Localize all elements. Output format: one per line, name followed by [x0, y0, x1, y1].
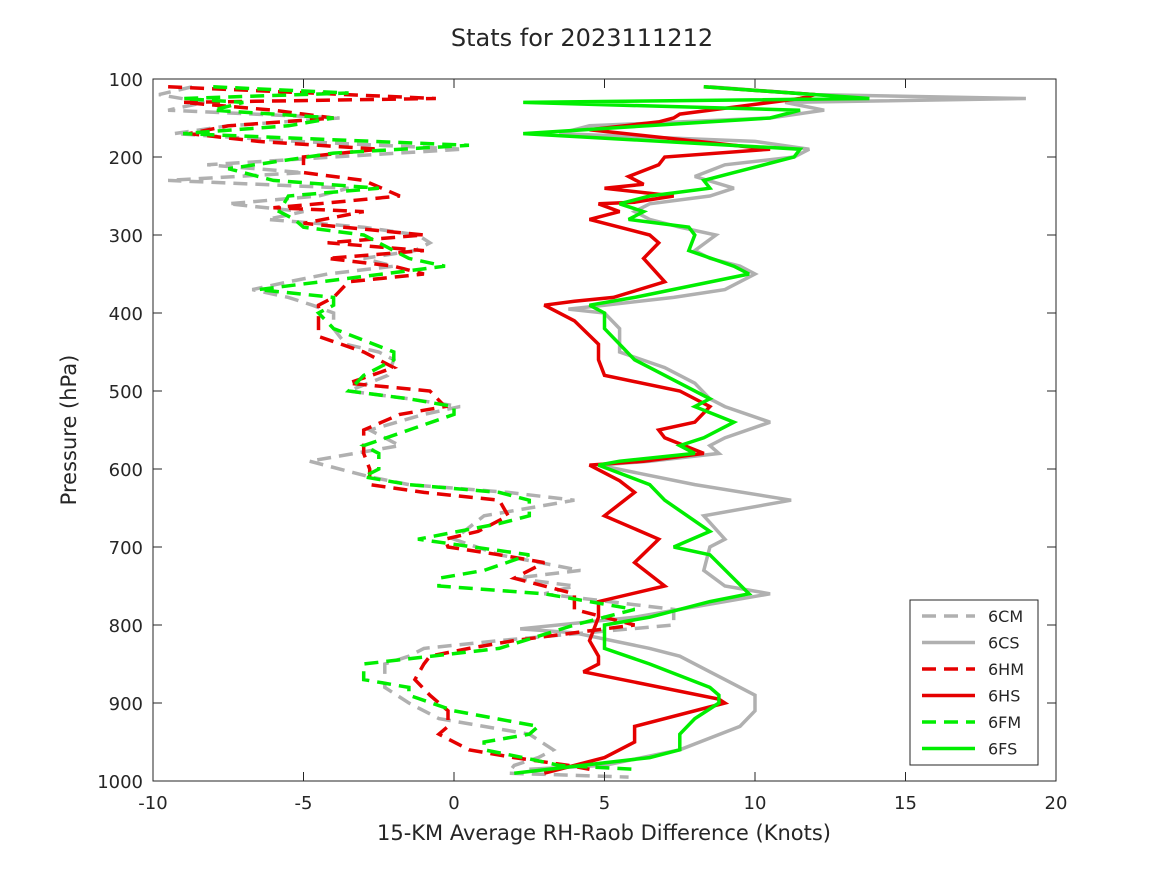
y-axis: 100 200 300 400 500 600 700 800 900 1000 — [97, 70, 1056, 793]
chart-title: Stats for 2023111212 — [451, 24, 713, 52]
legend-box — [909, 599, 1039, 766]
y-tick-label: 600 — [109, 460, 143, 481]
x-tick-label: 0 — [448, 793, 459, 814]
y-tick-label: 800 — [109, 616, 143, 637]
series-layer — [158, 85, 1026, 779]
y-tick-label: 1000 — [97, 772, 143, 793]
legend-label: 6FM — [988, 713, 1021, 732]
series-line-6cs — [520, 85, 1026, 772]
legend-label: 6FS — [988, 740, 1017, 759]
x-tick-label: 15 — [894, 793, 917, 814]
x-tick-label: -10 — [138, 793, 167, 814]
x-tick-label: 20 — [1045, 793, 1068, 814]
legend-label: 6CS — [988, 634, 1020, 653]
y-tick-label: 100 — [109, 70, 143, 91]
y-tick-label: 900 — [109, 694, 143, 715]
x-axis: -10 -5 0 5 10 15 20 — [138, 79, 1067, 814]
y-tick-label: 400 — [109, 304, 143, 325]
y-tick-label: 300 — [109, 226, 143, 247]
x-tick-label: -5 — [295, 793, 313, 814]
legend: 6CM 6CS 6HM 6HS 6FM 6FS — [909, 599, 1039, 766]
y-tick-label: 200 — [109, 148, 143, 169]
x-axis-title: 15-KM Average RH-Raob Difference (Knots) — [377, 821, 831, 845]
series-line-6fm — [182, 85, 636, 772]
legend-label: 6HM — [988, 660, 1024, 679]
x-tick-label: 10 — [744, 793, 767, 814]
legend-label: 6HS — [988, 687, 1020, 706]
legend-label: 6CM — [988, 607, 1023, 626]
series-line-6fs — [513, 85, 870, 775]
x-tick-label: 5 — [599, 793, 610, 814]
y-tick-label: 500 — [109, 382, 143, 403]
y-axis-title: Pressure (hPa) — [57, 355, 81, 506]
y-tick-label: 700 — [109, 538, 143, 559]
series-line-6hs — [543, 85, 816, 775]
